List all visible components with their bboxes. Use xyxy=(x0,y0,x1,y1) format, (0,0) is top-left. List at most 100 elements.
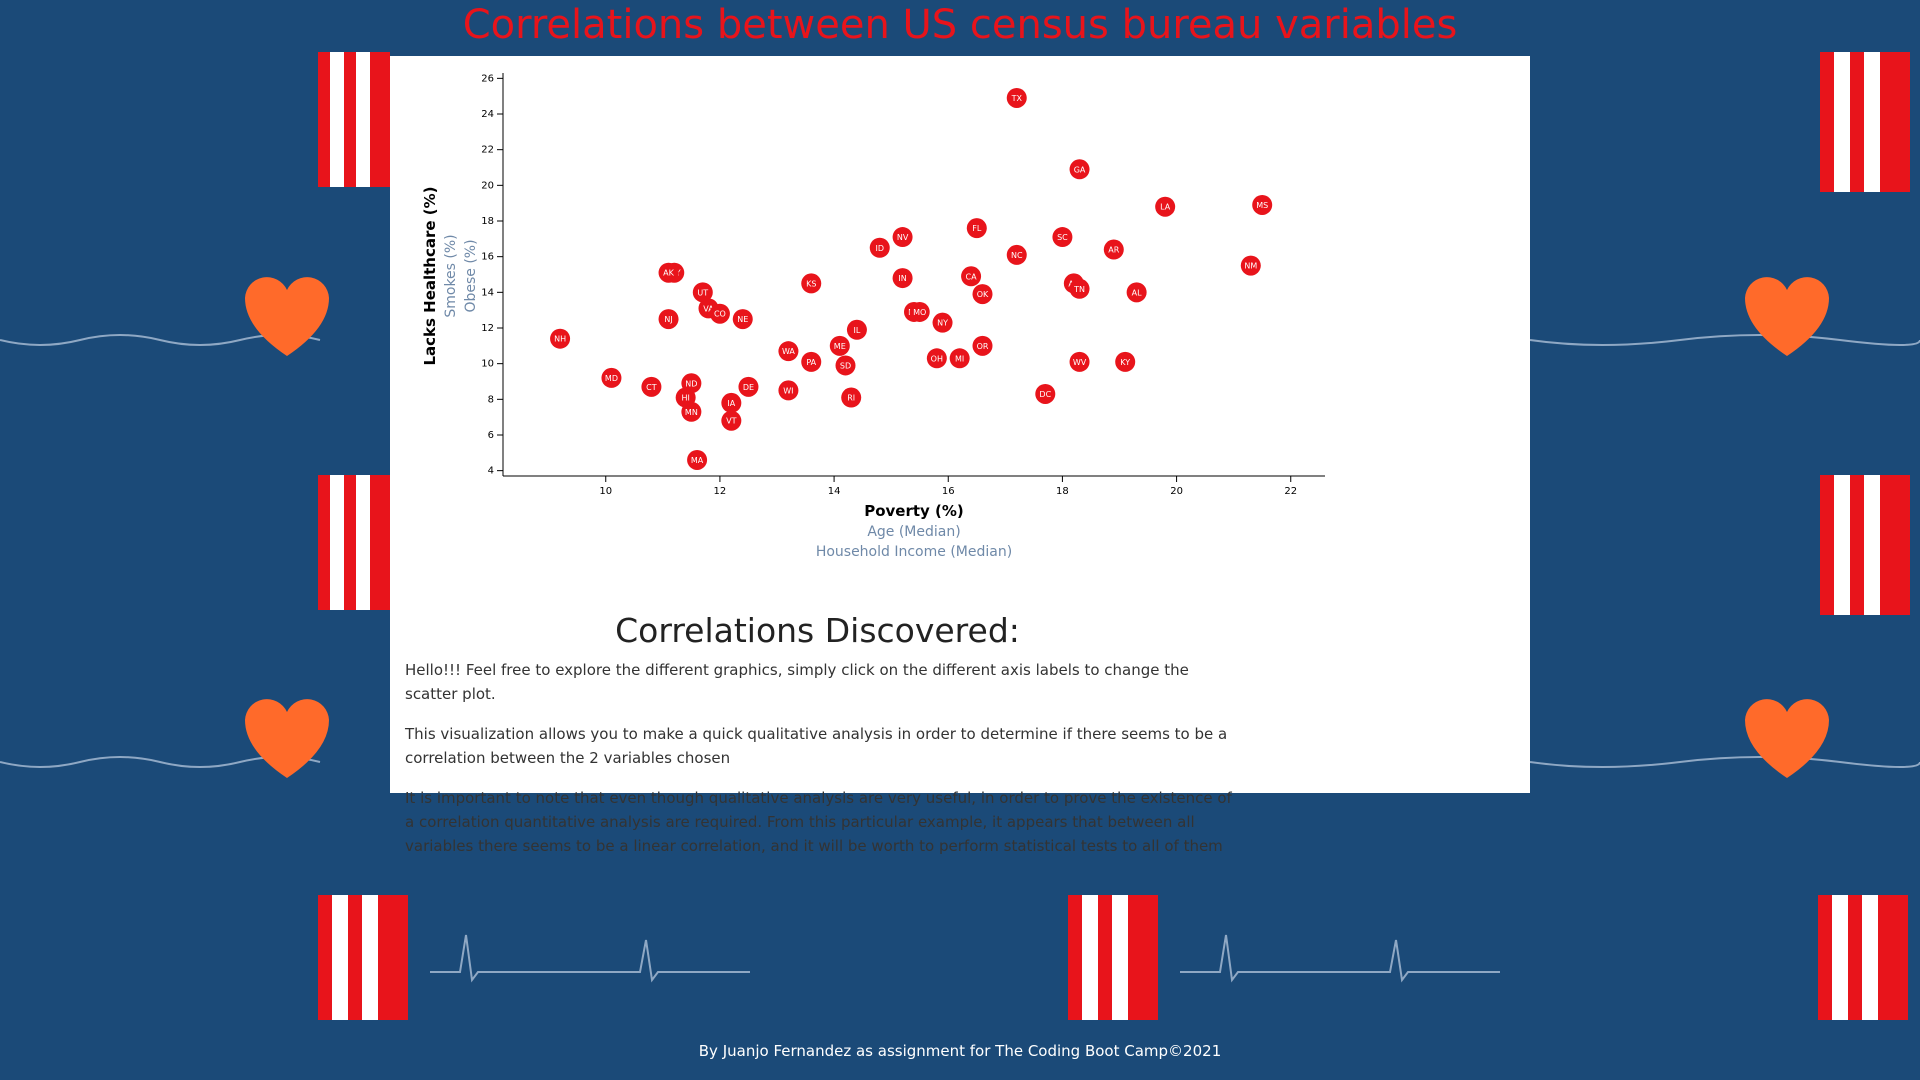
y-tick-label: 12 xyxy=(481,323,494,334)
y-tick-label: 26 xyxy=(481,73,494,84)
point-label: HI xyxy=(681,394,689,403)
x-tick-label: 10 xyxy=(599,486,612,497)
footer: By Juanjo Fernandez as assignment for Th… xyxy=(698,1042,1222,1060)
point-label: WA xyxy=(782,347,795,356)
point-label: ID xyxy=(875,244,884,253)
point xyxy=(658,309,679,330)
point xyxy=(601,367,622,388)
point-label: KY xyxy=(1120,358,1130,367)
point xyxy=(841,387,862,408)
point xyxy=(1006,87,1027,108)
point xyxy=(687,449,708,470)
point xyxy=(972,284,993,305)
point-label: NM xyxy=(1244,262,1257,271)
point-label: TN xyxy=(1073,285,1085,294)
y-axis-option[interactable]: Smokes (%) xyxy=(443,234,459,317)
point xyxy=(892,227,913,248)
x-axis-label[interactable]: Poverty (%) xyxy=(864,502,964,520)
point xyxy=(829,335,850,356)
point-label: OK xyxy=(977,290,989,299)
point xyxy=(961,266,982,287)
x-axis-option[interactable]: Age (Median) xyxy=(867,524,960,540)
point-label: KS xyxy=(806,279,816,288)
point xyxy=(909,301,930,322)
y-tick-label: 22 xyxy=(481,145,494,156)
point xyxy=(1103,239,1124,260)
point xyxy=(738,376,759,397)
point xyxy=(949,348,970,369)
point-label: NH xyxy=(554,335,566,344)
y-tick-label: 8 xyxy=(488,394,494,405)
point xyxy=(1006,244,1027,265)
point xyxy=(658,262,679,283)
point-label: CT xyxy=(646,383,657,392)
hat-decorations xyxy=(245,52,1910,1020)
y-tick-label: 24 xyxy=(481,109,494,120)
y-tick-label: 10 xyxy=(481,359,494,370)
point-label: DC xyxy=(1039,390,1051,399)
point-label: VA xyxy=(703,304,714,313)
point-label: DE xyxy=(743,383,754,392)
point xyxy=(1052,227,1073,248)
point-label: IL xyxy=(854,326,861,335)
point xyxy=(641,376,662,397)
x-tick-label: 16 xyxy=(942,486,955,497)
y-tick-label: 20 xyxy=(481,180,494,191)
point xyxy=(1252,194,1273,215)
point-label: MS xyxy=(1256,201,1268,210)
point xyxy=(721,410,742,431)
point-label: IN xyxy=(898,274,906,283)
x-tick-label: 20 xyxy=(1170,486,1183,497)
point xyxy=(972,335,993,356)
point xyxy=(692,282,713,303)
point xyxy=(1240,255,1261,276)
point-label: AK xyxy=(663,269,674,278)
x-tick-label: 14 xyxy=(828,486,841,497)
point-label: MA xyxy=(691,456,704,465)
y-tick-label: 6 xyxy=(488,430,494,441)
content-panel: 10 12 14 16 18 20 22 4 6 8 10 12 14 16 18 20 22 24 26 Pover… xyxy=(390,56,1530,855)
point-label: PA xyxy=(806,358,816,367)
x-tick-label: 18 xyxy=(1056,486,1069,497)
x-tick-label: 22 xyxy=(1284,486,1297,497)
point-label: CO xyxy=(714,310,726,319)
point xyxy=(1115,351,1136,372)
point xyxy=(709,303,730,324)
point xyxy=(892,268,913,289)
x-tick-label: 12 xyxy=(714,486,727,497)
y-axis-label[interactable]: Lacks Healthcare (%) xyxy=(421,186,439,365)
point-label: WV xyxy=(1073,358,1087,367)
y-axis-option[interactable]: Obese (%) xyxy=(463,239,479,312)
point-label: NJ xyxy=(664,315,672,324)
point-label: AL xyxy=(1132,288,1142,297)
point-label: OH xyxy=(931,354,943,363)
point xyxy=(1035,383,1056,404)
point xyxy=(1069,351,1090,372)
point xyxy=(869,237,890,258)
point-label: NV xyxy=(897,233,909,242)
point xyxy=(681,401,702,422)
point-label: NC xyxy=(1011,251,1023,260)
page-title: Correlations between US census bureau va… xyxy=(462,2,1458,48)
point xyxy=(1069,159,1090,180)
point-label: VT xyxy=(726,417,736,426)
point xyxy=(732,309,753,330)
point-label: UT xyxy=(697,288,708,297)
x-axis-option[interactable]: Household Income (Median) xyxy=(816,544,1012,560)
point xyxy=(778,341,799,362)
y-tick-label: 16 xyxy=(481,252,494,263)
point-label: IA xyxy=(727,399,735,408)
y-tick-label: 4 xyxy=(488,466,494,477)
y-tick-label: 18 xyxy=(481,216,494,227)
point xyxy=(926,348,947,369)
point-label: MN xyxy=(685,408,698,417)
section-text: Hello!!! Feel free to explore the differ… xyxy=(405,658,1245,874)
point-label: TX xyxy=(1011,94,1023,103)
point xyxy=(1155,196,1176,217)
point-label: RI xyxy=(847,394,855,403)
point xyxy=(801,273,822,294)
point xyxy=(932,312,953,333)
point xyxy=(846,319,867,340)
